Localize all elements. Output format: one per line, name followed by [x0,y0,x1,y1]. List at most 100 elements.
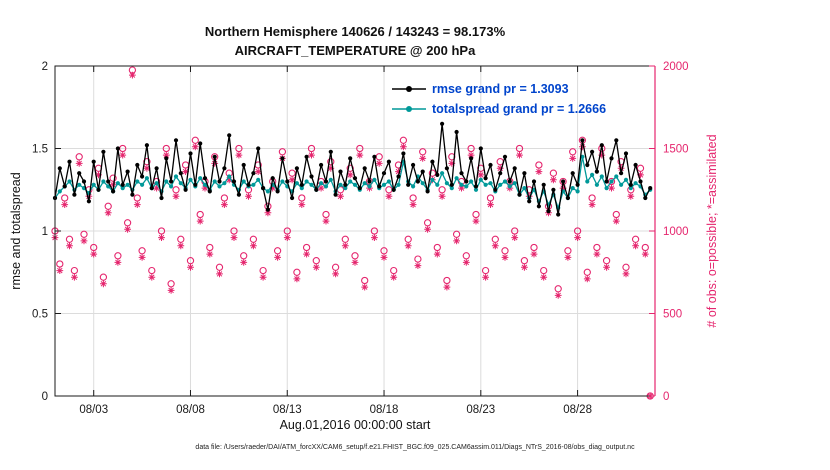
x-axis-label: Aug.01,2016 00:00:00 start [279,418,431,432]
rmse-marker [299,182,304,187]
obs-possible-marker [196,210,204,219]
x-tick-label: 08/18 [370,404,399,416]
obs-possible-marker [109,174,117,182]
rmse-marker [115,146,120,151]
rmse-marker [362,166,367,171]
obs-possible-marker [230,227,238,235]
obs-possible-marker [631,235,640,243]
rmse-marker [173,138,179,143]
rmse-marker [212,154,217,159]
totalspread-marker [367,184,372,189]
totalspread-marker [614,174,619,179]
totalspread-marker [473,187,479,192]
rmse-marker [217,179,222,184]
rmse-marker [251,171,256,176]
y-tick-label-left: 2 [42,61,48,73]
rmse-marker [343,182,348,187]
legend-label-totalspread: totalspread grand pr = 1.2666 [432,102,607,116]
obs-possible-marker [515,144,524,153]
totalspread-marker [294,181,299,186]
totalspread-marker [454,176,459,181]
totalspread-marker [483,182,488,187]
obs-possible-marker [293,268,301,276]
obs-possible-marker [186,257,195,265]
totalspread-marker [628,186,633,191]
y-tick-label-left: 1.5 [32,144,48,156]
x-tick-label: 08/13 [273,404,302,416]
totalspread-marker [188,177,193,182]
rmse-marker [154,166,159,171]
x-tick-label: 08/08 [176,404,205,416]
obs-possible-marker [162,144,170,153]
totalspread-marker [140,182,145,187]
totalspread-marker [459,182,464,187]
totalspread-marker [323,184,329,189]
obs-possible-marker [206,243,214,252]
totalspread-marker [464,184,469,189]
rmse-marker [149,186,154,191]
rmse-marker [469,156,474,161]
rmse-marker [280,156,285,161]
obs-possible-marker [588,194,596,202]
obs-possible-marker [177,235,185,243]
rmse-marker [381,171,387,176]
obs-possible-marker [375,153,383,161]
obs-possible-marker [573,227,582,235]
legend-row-rmse: rmse grand pr = 1.3093 [392,79,606,99]
obs-possible-marker [583,268,591,276]
obs-possible-marker [327,158,335,166]
rmse-marker [590,149,595,154]
rmse-marker [323,179,329,184]
obs-possible-marker [467,144,475,153]
obs-possible-marker [191,136,199,144]
y-tick-label-right: 1000 [663,226,689,238]
data-file-caption: data file: /Users/raeder/DAI/ATM_forcXX/… [195,444,635,451]
totalspread-marker [599,174,604,179]
obs-possible-marker [148,266,156,275]
obs-possible-marker [380,247,388,255]
totalspread-marker [202,182,208,187]
rmse-marker [507,179,512,184]
totalspread-marker [430,177,435,182]
obs-possible-marker [641,243,649,252]
rmse-marker [565,195,571,201]
rmse-marker [411,162,416,168]
rmse-marker [609,156,614,161]
rmse-marker [62,184,67,189]
totalspread-marker [411,184,416,189]
obs-possible-marker [172,186,180,194]
obs-possible-marker [399,136,408,144]
rmse-marker [561,179,566,184]
rmse-marker [594,169,600,174]
obs-possible-marker [167,280,175,288]
obs-possible-marker [351,252,359,260]
rmse-marker [270,176,275,181]
obs-possible-marker [235,144,243,153]
rmse-marker [483,176,488,181]
totalspread-marker [575,189,580,194]
rmse-marker [502,154,508,159]
obs-possible-marker [593,243,601,252]
rmse-marker [178,171,183,176]
rmse-marker [512,166,517,171]
rmse-marker [531,179,537,184]
totalspread-marker [304,179,309,184]
obs-possible-marker [636,164,645,172]
totalspread-marker [469,179,474,184]
rmse-marker [367,179,372,184]
rmse-marker [435,172,440,177]
obs-possible-marker [114,252,122,260]
obs-possible-marker [428,169,437,177]
totalspread-marker [352,182,358,187]
obs-possible-marker [612,210,620,219]
obs-possible-marker [443,276,451,285]
rmse-marker [290,195,295,201]
totalspread-marker [144,176,149,181]
chart-title-line2: AIRCRAFT_TEMPERATURE @ 200 hPa [234,43,476,58]
obs-possible-marker [215,263,224,271]
rmse-marker [352,176,358,181]
totalspread-marker [478,177,483,182]
totalspread-marker [106,184,111,189]
rmse-marker [522,171,527,176]
rmse-marker [628,182,633,187]
